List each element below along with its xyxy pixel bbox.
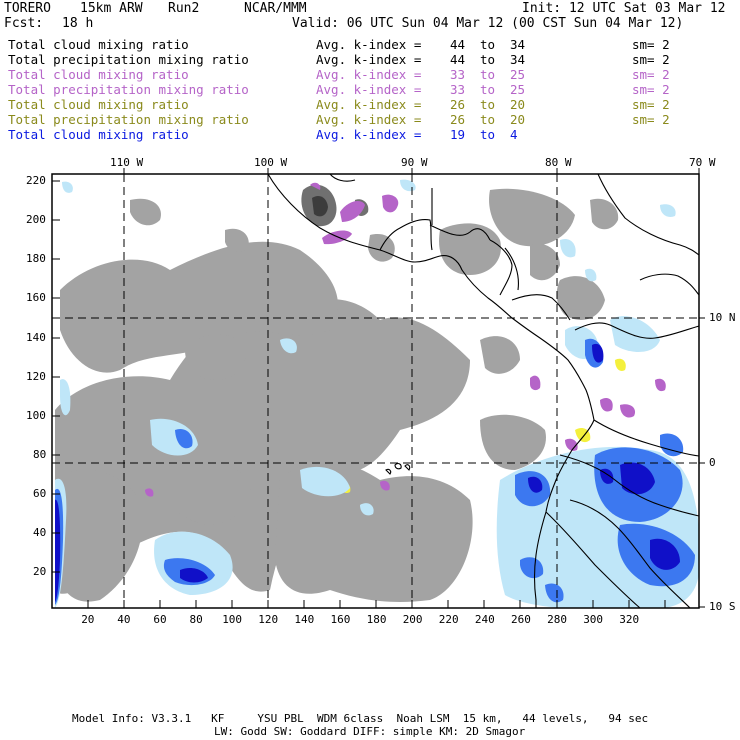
org-label: NCAR/MMM <box>244 1 307 16</box>
lon-label-90w: 90 W <box>401 156 428 169</box>
x-tick-label: 220 <box>438 613 459 626</box>
grey-cloud-field <box>55 188 619 602</box>
legend-field-name: Total cloud mixing ratio <box>8 127 189 142</box>
legend-kindex-label: Avg. k-index = <box>316 127 422 142</box>
init-time: Init: 12 UTC Sat 03 Mar 12 <box>522 1 726 16</box>
x-tick-label: 200 <box>402 613 423 626</box>
legend-smoothing: sm= 2 <box>632 82 670 97</box>
legend-row: Total precipitation mixing ratio Avg. k-i… <box>8 82 708 97</box>
physics-info-line: LW: Godd SW: Goddard DIFF: simple KM: 2D… <box>214 725 526 738</box>
legend-to-word: to <box>480 37 496 52</box>
lat-label-10n: 10 N <box>709 311 736 324</box>
legend-kindex-label: Avg. k-index = <box>316 82 422 97</box>
legend-field-name: Total precipitation mixing ratio <box>8 52 249 67</box>
legend-kindex-label: Avg. k-index = <box>316 112 422 127</box>
legend-to-word: to <box>480 52 496 67</box>
legend-kindex-to: 25 <box>510 67 526 82</box>
legend-kindex-label: Avg. k-index = <box>316 67 422 82</box>
legend-row: Total cloud mixing ratio Avg. k-index = 26… <box>8 97 708 112</box>
lat-lon-grid <box>52 174 699 608</box>
lat-label-10s: 10 S <box>709 600 736 613</box>
legend-kindex-from: 33 <box>450 67 466 82</box>
legend-to-word: to <box>480 97 496 112</box>
y-tick-label: 80 <box>33 448 47 461</box>
axis-ticks <box>52 168 705 608</box>
y-tick-label: 220 <box>26 174 46 187</box>
y-tick-label: 20 <box>33 565 47 578</box>
legend-kindex-from: 33 <box>450 82 466 97</box>
legend-kindex-label: Avg. k-index = <box>316 37 422 52</box>
lon-label-100w: 100 W <box>254 156 288 169</box>
x-tick-label: 80 <box>189 613 203 626</box>
legend-smoothing: sm= 2 <box>632 112 670 127</box>
dark-blue-cloud-cores <box>55 343 680 602</box>
forecast-hour: 18 h <box>62 16 94 31</box>
legend-kindex-label: Avg. k-index = <box>316 97 422 112</box>
lat-label-equator: 0 <box>709 456 716 469</box>
legend-field-name: Total cloud mixing ratio <box>8 37 189 52</box>
lon-label-70w: 70 W <box>689 156 716 169</box>
legend-field-name: Total cloud mixing ratio <box>8 97 189 112</box>
x-tick-label: 320 <box>619 613 640 626</box>
x-tick-label: 140 <box>294 613 315 626</box>
lon-label-110w: 110 W <box>110 156 144 169</box>
legend-kindex-to: 20 <box>510 97 526 112</box>
legend-smoothing: sm= 2 <box>632 67 670 82</box>
legend-kindex-to: 20 <box>510 112 526 127</box>
valid-time: Valid: 06 UTC Sun 04 Mar 12 (00 CST Sun … <box>292 16 684 31</box>
model-name: TORERO <box>4 1 51 16</box>
legend-field-name: Total precipitation mixing ratio <box>8 112 249 127</box>
legend-row: Total cloud mixing ratio Avg. k-index = 44… <box>8 37 708 52</box>
model-resolution: 15km ARW <box>80 1 143 16</box>
y-tick-label: 120 <box>26 370 46 383</box>
y-tick-label: 140 <box>26 331 46 344</box>
legend-row: Total precipitation mixing ratio Avg. k-i… <box>8 52 708 67</box>
x-tick-label: 180 <box>366 613 387 626</box>
legend-smoothing: sm= 2 <box>632 97 670 112</box>
x-tick-label: 240 <box>474 613 495 626</box>
y-tick-label: 180 <box>26 252 46 265</box>
legend-to-word: to <box>480 112 496 127</box>
legend-kindex-to: 25 <box>510 82 526 97</box>
lon-label-80w: 80 W <box>545 156 572 169</box>
legend-field-name: Total cloud mixing ratio <box>8 67 189 82</box>
x-tick-label: 40 <box>117 613 131 626</box>
y-tick-label: 100 <box>26 409 46 422</box>
legend-row: Total precipitation mixing ratio Avg. k-i… <box>8 112 708 127</box>
x-tick-label: 20 <box>81 613 95 626</box>
legend-smoothing: sm= 2 <box>632 52 670 67</box>
legend-kindex-from: 44 <box>450 52 466 67</box>
legend-kindex-from: 26 <box>450 97 466 112</box>
legend-row: Total cloud mixing ratio Avg. k-index = 19… <box>8 127 708 142</box>
coastlines <box>267 174 699 608</box>
x-tick-label: 300 <box>583 613 604 626</box>
legend-to-word: to <box>480 67 496 82</box>
y-tick-label: 40 <box>33 526 47 539</box>
x-tick-label: 160 <box>330 613 351 626</box>
x-tick-label: 280 <box>547 613 567 626</box>
legend-row: Total cloud mixing ratio Avg. k-index = 33… <box>8 67 708 82</box>
x-tick-label: 100 <box>222 613 243 626</box>
x-tick-label: 120 <box>258 613 279 626</box>
y-tick-label: 60 <box>33 487 47 500</box>
legend-field-name: Total precipitation mixing ratio <box>8 82 249 97</box>
x-tick-label: 260 <box>511 613 531 626</box>
y-tick-label: 160 <box>26 291 46 304</box>
legend-kindex-from: 44 <box>450 37 466 52</box>
legend-smoothing: sm= 2 <box>632 37 670 52</box>
legend-kindex-label: Avg. k-index = <box>316 52 422 67</box>
legend-kindex-from: 19 <box>450 127 466 142</box>
y-tick-label: 200 <box>26 213 46 226</box>
legend-kindex-to: 4 <box>510 127 518 142</box>
legend-kindex-to: 34 <box>510 52 526 67</box>
legend-to-word: to <box>480 127 496 142</box>
forecast-label: Fcst: <box>4 16 44 31</box>
x-tick-label: 60 <box>153 613 167 626</box>
run-label: Run2 <box>168 1 200 16</box>
model-info-line: Model Info: V3.3.1 KF YSU PBL WDM 6class… <box>72 712 649 725</box>
legend-kindex-from: 26 <box>450 112 466 127</box>
legend-to-word: to <box>480 82 496 97</box>
legend-kindex-to: 34 <box>510 37 526 52</box>
